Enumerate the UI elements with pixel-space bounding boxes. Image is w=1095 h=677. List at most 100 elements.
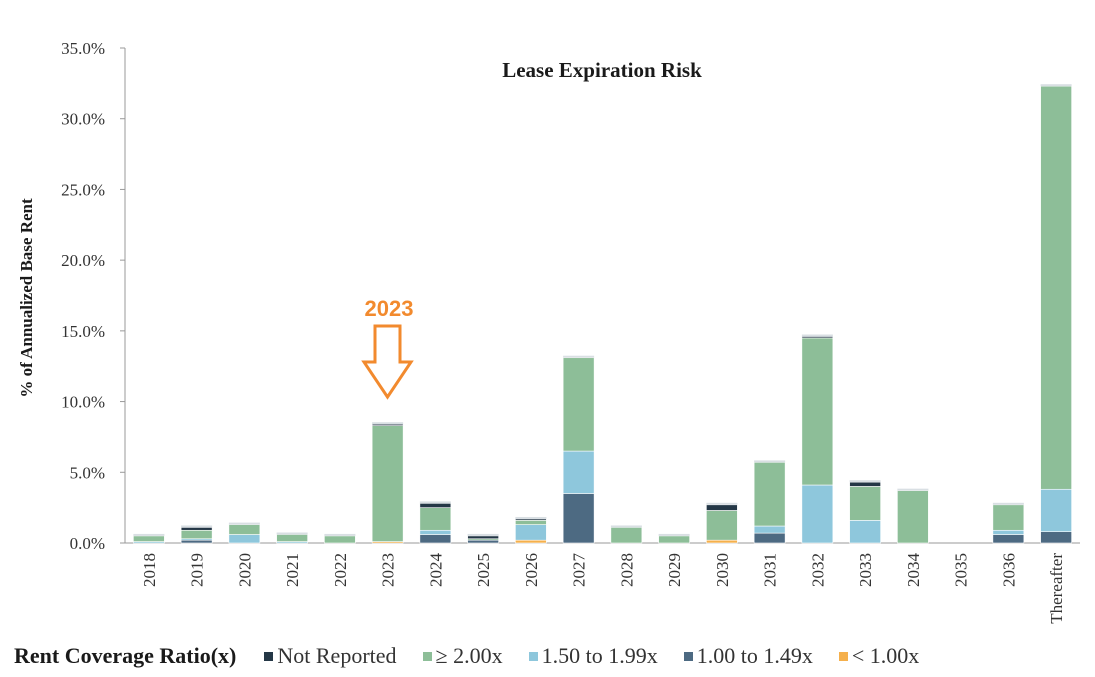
legend-item-2x: ≥ 2.00x bbox=[422, 643, 503, 669]
y-tick-label: 15.0% bbox=[61, 322, 105, 341]
bar-segment bbox=[992, 529, 1025, 535]
legend-label: 1.00 to 1.49x bbox=[696, 643, 813, 668]
y-tick-label: 30.0% bbox=[61, 110, 105, 129]
bar-segment bbox=[992, 504, 1025, 531]
bar-segment bbox=[371, 423, 404, 426]
x-tick-label: 2035 bbox=[952, 553, 971, 587]
legend-item-100: 1.00 to 1.49x bbox=[683, 643, 813, 669]
bar-segment bbox=[706, 510, 738, 541]
bar-cap bbox=[372, 422, 404, 425]
bar-segment bbox=[849, 520, 881, 544]
bar-segment bbox=[228, 534, 261, 544]
x-tick-label: 2029 bbox=[665, 553, 684, 587]
bar-cap bbox=[610, 525, 642, 528]
bar-segment bbox=[515, 524, 547, 541]
legend-item-not-reported: Not Reported bbox=[264, 643, 397, 669]
bar-cap bbox=[754, 460, 786, 463]
y-tick-label: 25.0% bbox=[61, 180, 105, 199]
bars bbox=[133, 84, 1072, 544]
bar-segment bbox=[419, 503, 452, 508]
bar-segment bbox=[992, 534, 1025, 544]
x-tick-label: 2032 bbox=[808, 553, 827, 587]
x-tick-label: 2019 bbox=[188, 553, 207, 587]
bar-segment bbox=[419, 507, 452, 531]
x-tick-label: 2025 bbox=[474, 553, 493, 587]
annotation-label: 2023 bbox=[365, 296, 414, 321]
bar-cap bbox=[658, 533, 690, 536]
legend-label: Not Reported bbox=[277, 643, 397, 668]
y-tick-label: 5.0% bbox=[70, 463, 105, 482]
bar-segment bbox=[562, 357, 595, 452]
bar-segment bbox=[419, 534, 452, 544]
bar-segment bbox=[467, 535, 499, 540]
x-tick-label: 2036 bbox=[999, 553, 1018, 587]
bar-segment bbox=[228, 524, 261, 535]
x-tick-label: 2024 bbox=[426, 553, 445, 588]
bar-segment bbox=[706, 539, 738, 544]
bar-segment bbox=[419, 529, 452, 535]
bar-segment bbox=[801, 484, 834, 544]
bar-segment bbox=[180, 527, 213, 531]
bar-cap bbox=[849, 480, 881, 483]
bar-segment bbox=[753, 532, 786, 544]
x-tick-label: 2021 bbox=[283, 553, 302, 587]
bar-segment bbox=[133, 535, 165, 542]
annotation-2023: 2023 bbox=[361, 296, 414, 400]
legend-item-below-1: < 1.00x bbox=[838, 643, 920, 669]
bar-segment bbox=[371, 425, 404, 542]
bar-cap bbox=[563, 355, 595, 358]
bar-segment bbox=[1040, 531, 1072, 544]
legend-swatch bbox=[838, 651, 848, 661]
bar-cap bbox=[801, 334, 833, 337]
bar-cap bbox=[181, 525, 213, 528]
legend-swatch bbox=[528, 651, 538, 661]
bar-cap bbox=[706, 502, 738, 505]
y-tick-label: 0.0% bbox=[70, 534, 105, 553]
x-tick-label: 2018 bbox=[140, 553, 159, 587]
y-tick-label: 35.0% bbox=[61, 39, 105, 58]
bar-segment bbox=[658, 535, 690, 544]
x-tick-label: 2034 bbox=[904, 553, 923, 588]
bar-cap bbox=[228, 522, 260, 525]
bar-segment bbox=[849, 481, 881, 487]
bar-segment bbox=[849, 486, 881, 521]
bar-segment bbox=[515, 518, 547, 521]
legend-label: < 1.00x bbox=[851, 643, 920, 668]
y-tick-label: 20.0% bbox=[61, 251, 105, 270]
x-tick-label: 2028 bbox=[617, 553, 636, 587]
bar-cap bbox=[276, 532, 308, 535]
y-tick-label: 10.0% bbox=[61, 393, 105, 412]
bar-segment bbox=[515, 539, 547, 544]
bar-segment bbox=[706, 504, 738, 511]
legend-title: Rent Coverage Ratio(x) bbox=[14, 643, 237, 668]
bar-segment bbox=[180, 529, 213, 540]
x-tick-label: 2027 bbox=[570, 553, 589, 588]
bar-cap bbox=[324, 533, 356, 536]
x-tick-label: 2031 bbox=[761, 553, 780, 587]
x-tick-label: 2023 bbox=[379, 553, 398, 587]
x-tick-label: Thereafter bbox=[1047, 553, 1066, 624]
x-axis: 2018 2019 2020 2021 2022 2023 2024 2025 2026 2027… bbox=[125, 542, 1080, 624]
bar-segment bbox=[753, 525, 786, 534]
x-tick-label: 2022 bbox=[331, 553, 350, 587]
bar-segment bbox=[324, 535, 356, 544]
bar-cap bbox=[1040, 84, 1072, 87]
bar-cap bbox=[515, 516, 547, 519]
x-tick-label: 2030 bbox=[713, 553, 732, 587]
y-axis-label: % of Annualized Base Rent bbox=[17, 198, 36, 398]
legend-swatch bbox=[683, 651, 693, 661]
bar-segment bbox=[180, 539, 213, 544]
bar-segment bbox=[801, 337, 834, 486]
bar-cap bbox=[419, 501, 451, 504]
bar-segment bbox=[515, 520, 547, 525]
bar-cap bbox=[133, 533, 165, 536]
bar-segment bbox=[610, 527, 643, 544]
bar-segment bbox=[467, 539, 499, 544]
legend-item-150: 1.50 to 1.99x bbox=[528, 643, 658, 669]
bar-segment bbox=[562, 493, 595, 544]
bar-segment bbox=[897, 490, 929, 544]
legend: Rent Coverage Ratio(x) Not Reported ≥ 2.… bbox=[14, 643, 945, 669]
legend-swatch bbox=[422, 651, 432, 661]
bar-segment bbox=[1040, 85, 1072, 490]
down-arrow-icon bbox=[361, 324, 414, 400]
